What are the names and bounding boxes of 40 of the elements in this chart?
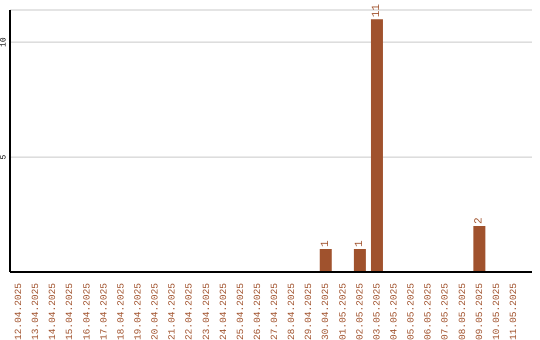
bar [354,249,366,272]
x-tick-label: 15.04.2025 [64,282,76,340]
x-tick-label: 12.04.2025 [13,282,24,340]
x-tick-label: 21.04.2025 [166,282,178,340]
x-tick-label: 07.05.2025 [440,282,451,340]
x-tick-label: 30.04.2025 [320,282,332,340]
x-tick-label: 19.04.2025 [132,282,144,340]
x-tick-label: 18.04.2025 [115,282,126,340]
x-tick-label: 22.04.2025 [184,282,195,340]
bar [320,249,332,272]
x-tick-label: 05.05.2025 [406,282,417,340]
x-tick-label: 23.04.2025 [200,282,212,340]
x-tick-label: 28.04.2025 [286,282,298,340]
x-tick-label: 03.05.2025 [371,282,382,340]
x-tick-label: 16.04.2025 [81,282,92,340]
data-label: 11 [370,4,383,18]
x-tick-label: 20.04.2025 [150,282,161,340]
x-tick-label: 06.05.2025 [422,282,434,340]
x-tick-label: 10.05.2025 [490,282,502,340]
bar [473,226,486,272]
x-tick-label: 14.04.2025 [47,282,58,340]
x-tick-label: 04.05.2025 [388,282,400,340]
x-tick-label: 17.04.2025 [98,282,110,340]
x-tick-label: 02.05.2025 [354,282,366,340]
x-tick-label: 11.05.2025 [508,282,519,340]
x-tick-label: 24.04.2025 [218,282,229,340]
x-tick-label: 29.04.2025 [303,282,314,340]
y-tick-label: 5 [0,154,8,160]
x-tick-label: 09.05.2025 [474,282,485,340]
x-tick-label: 26.04.2025 [252,282,263,340]
x-tick-label: 01.05.2025 [337,282,348,340]
x-tick-label: 13.04.2025 [30,282,42,340]
x-tick-label: 08.05.2025 [456,282,468,340]
data-label: 1 [354,240,366,248]
data-label: 2 [473,217,486,224]
x-tick-label: 27.04.2025 [269,282,280,340]
data-label: 1 [320,240,332,248]
bar [370,19,383,272]
x-tick-label: 25.04.2025 [234,282,246,340]
y-tick-label: 10 [0,37,8,47]
